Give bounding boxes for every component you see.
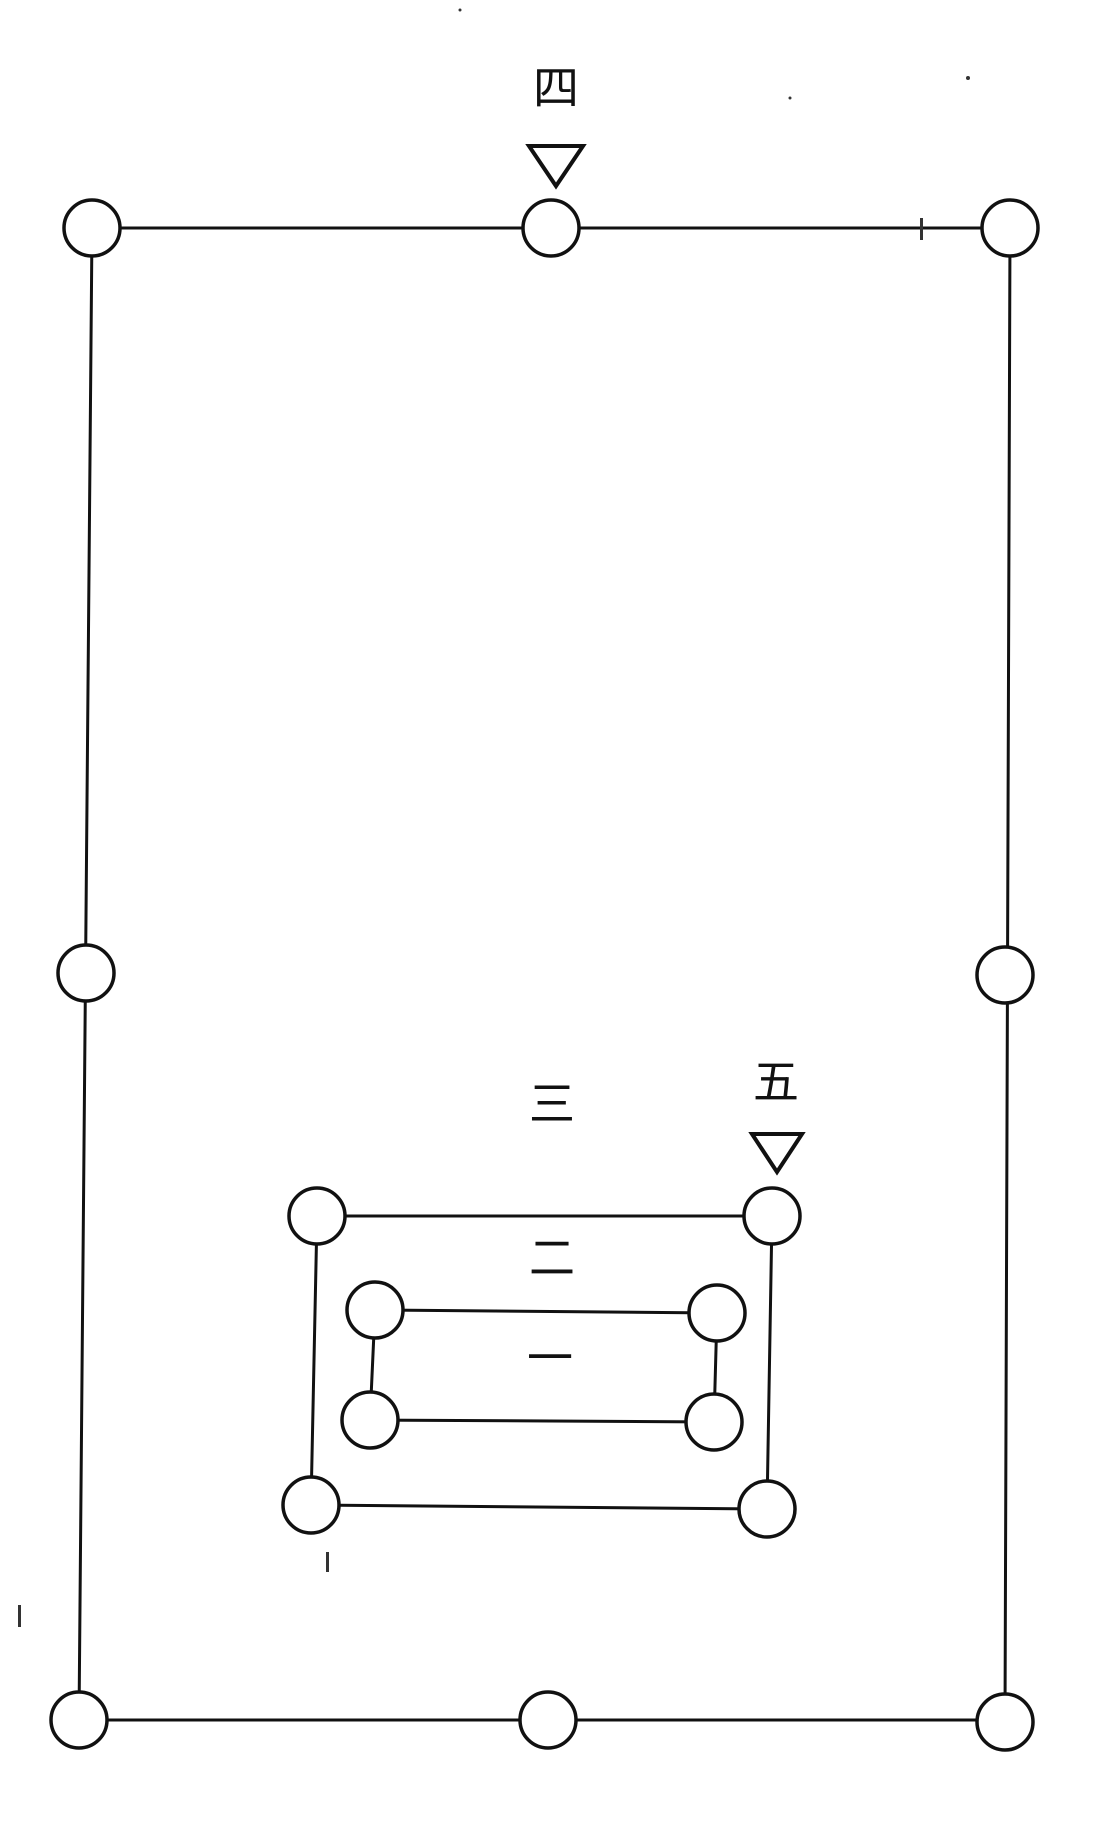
outer-ring-edges [77,226,1012,1722]
inner-top-edge [373,1308,719,1315]
label-one: 一 [527,1331,573,1385]
outer-node-bottom-center [518,1690,578,1750]
speck-mark [920,218,923,240]
middle-node-top-right [742,1186,802,1246]
speck-mark [326,1552,329,1572]
speck-mark [966,76,970,80]
outer-node-mid-right [975,945,1035,1005]
outer-node-bottom-right [975,1692,1035,1752]
middle-node-bottom-right [737,1479,797,1539]
middle-node-top-left [287,1186,347,1246]
speck-mark [788,96,792,100]
middle-right-edge [765,1214,774,1511]
middle-bottom-edge [309,1503,769,1511]
label-two: 二 [529,1231,575,1285]
outer-node-bottom-left [49,1690,109,1750]
inner-bottom-edge [368,1418,716,1424]
outer-node-mid-left [56,943,116,1003]
outer-node-top-right [980,198,1040,258]
down-triangle-marker-four [525,144,587,190]
label-four: 四 [533,61,579,115]
outer-node-top-center [521,198,581,258]
scan-specks [18,8,970,1627]
label-five: 五 [753,1055,799,1109]
inner-ring-nodes [340,1280,747,1452]
label-three: 三 [529,1077,575,1131]
inner-node-top-right [687,1283,747,1343]
down-triangle-marker-five [748,1132,806,1176]
outer-ring-nodes [49,198,1040,1752]
speck-mark [458,8,462,12]
outer-node-top-left [62,198,122,258]
inner-node-top-left [345,1280,405,1340]
middle-ring-edges [309,1214,774,1511]
speck-mark [18,1605,21,1627]
inner-node-bottom-right [684,1392,744,1452]
middle-ring-nodes [281,1186,802,1539]
inner-node-bottom-left [340,1390,400,1450]
middle-node-bottom-left [281,1475,341,1535]
middle-left-edge [309,1214,319,1507]
